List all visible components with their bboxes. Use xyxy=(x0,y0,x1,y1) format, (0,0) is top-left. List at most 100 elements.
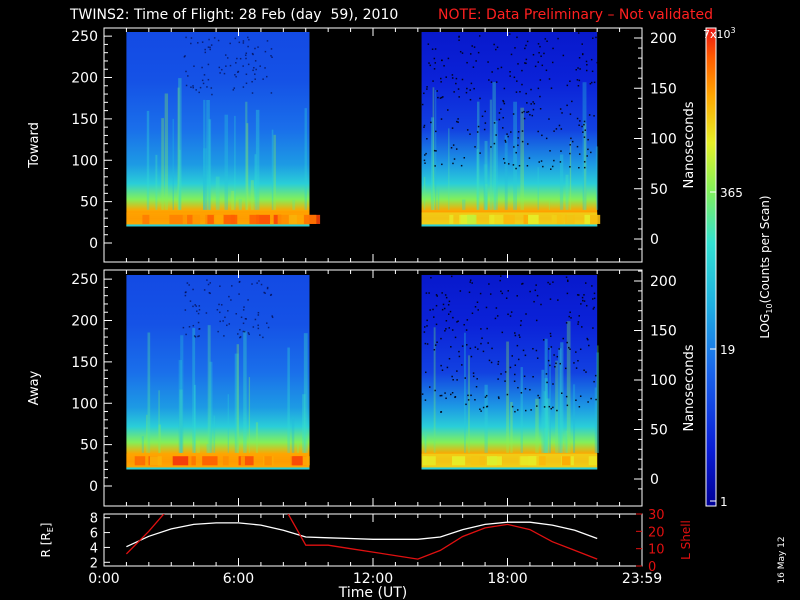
noise-speck xyxy=(577,32,580,34)
spectrogram-streak xyxy=(180,335,184,453)
noise-speck xyxy=(475,60,477,62)
peak-blotch xyxy=(590,214,601,224)
noise-speck xyxy=(521,140,524,143)
noise-speck xyxy=(424,162,426,164)
noise-speck xyxy=(470,355,473,358)
spectrogram-streak xyxy=(566,430,568,453)
noise-speck xyxy=(542,165,544,168)
y-tick-label: 50 xyxy=(80,195,98,211)
noise-speck xyxy=(429,309,431,311)
noise-speck xyxy=(578,315,580,317)
noise-speck xyxy=(245,73,248,76)
noise-speck xyxy=(209,46,211,49)
noise-speck xyxy=(540,303,542,306)
x-tick-label: 0:00 xyxy=(88,571,119,587)
noise-speck xyxy=(466,319,469,321)
peak-blotch xyxy=(182,214,187,224)
noise-speck xyxy=(221,68,223,71)
noise-speck xyxy=(192,305,194,308)
spectrogram-streak xyxy=(234,115,236,210)
noise-speck xyxy=(247,63,250,66)
noise-speck xyxy=(533,300,535,303)
noise-speck xyxy=(547,359,550,362)
noise-speck xyxy=(569,144,571,146)
noise-speck xyxy=(550,87,553,89)
noise-speck xyxy=(461,52,464,54)
noise-speck xyxy=(192,85,194,87)
noise-speck xyxy=(548,348,550,350)
noise-speck xyxy=(242,309,245,311)
noise-speck xyxy=(569,80,571,83)
noise-speck xyxy=(578,153,581,155)
noise-speck xyxy=(237,70,240,73)
spectrogram-streak xyxy=(236,344,240,453)
peak-blotch xyxy=(191,214,201,224)
noise-speck xyxy=(441,369,444,371)
noise-speck xyxy=(592,327,594,329)
noise-speck xyxy=(465,329,468,331)
noise-speck xyxy=(454,396,457,398)
noise-speck xyxy=(520,392,523,394)
y-tick-label: 200 xyxy=(71,71,98,87)
noise-speck xyxy=(435,323,438,326)
noise-speck xyxy=(198,328,200,330)
spectrogram-streak xyxy=(141,436,144,453)
y-axis-label-main: R [R xyxy=(39,532,53,557)
peak-blotch xyxy=(264,456,272,466)
noise-speck xyxy=(545,373,548,375)
noise-speck xyxy=(504,141,507,143)
noise-speck xyxy=(203,289,206,291)
noise-speck xyxy=(550,346,553,348)
noise-speck xyxy=(583,161,586,163)
noise-speck xyxy=(486,327,488,330)
noise-speck xyxy=(535,284,537,286)
spectrogram-streak xyxy=(535,398,539,453)
spectrogram-streak xyxy=(302,394,306,453)
noise-speck xyxy=(232,89,235,91)
noise-speck xyxy=(516,80,518,82)
noise-speck xyxy=(252,53,254,56)
noise-speck xyxy=(482,350,485,353)
noise-speck xyxy=(469,89,471,91)
noise-speck xyxy=(493,142,496,145)
noise-speck xyxy=(575,68,577,71)
peak-blotch xyxy=(288,214,297,224)
noise-speck xyxy=(254,78,256,80)
peak-blotch xyxy=(213,214,224,224)
noise-speck xyxy=(184,55,186,57)
baseline-strip xyxy=(421,467,598,470)
y-axis-label: Toward xyxy=(27,122,42,169)
noise-speck xyxy=(193,65,195,67)
noise-speck xyxy=(517,131,520,133)
spectrogram-streak xyxy=(164,93,169,210)
noise-speck xyxy=(452,316,454,319)
noise-speck xyxy=(264,292,266,294)
noise-speck xyxy=(587,148,589,151)
noise-speck xyxy=(262,78,264,80)
spectrogram-streak xyxy=(255,422,259,453)
noise-speck xyxy=(536,294,539,297)
noise-speck xyxy=(484,110,486,113)
noise-speck xyxy=(559,161,562,163)
noise-speck xyxy=(266,286,269,289)
noise-speck xyxy=(229,42,231,45)
peak-blotch xyxy=(294,214,307,224)
spectrogram-streak xyxy=(254,154,257,210)
noise-speck xyxy=(529,114,531,116)
noise-speck xyxy=(270,293,273,296)
spectrogram-streak xyxy=(544,338,548,453)
noise-speck xyxy=(491,71,493,73)
y-tick-label: 4 xyxy=(90,541,98,556)
noise-speck xyxy=(537,130,539,133)
colorbar-top-label: 7x103 xyxy=(703,26,736,41)
spectrogram-streak xyxy=(483,164,488,210)
noise-speck xyxy=(557,299,559,301)
noise-speck xyxy=(536,357,539,359)
noise-speck xyxy=(211,93,213,96)
noise-speck xyxy=(582,131,584,133)
peak-blotch xyxy=(520,456,536,466)
noise-speck xyxy=(254,60,257,62)
noise-speck xyxy=(458,35,460,38)
noise-speck xyxy=(535,349,538,352)
noise-speck xyxy=(264,50,267,53)
